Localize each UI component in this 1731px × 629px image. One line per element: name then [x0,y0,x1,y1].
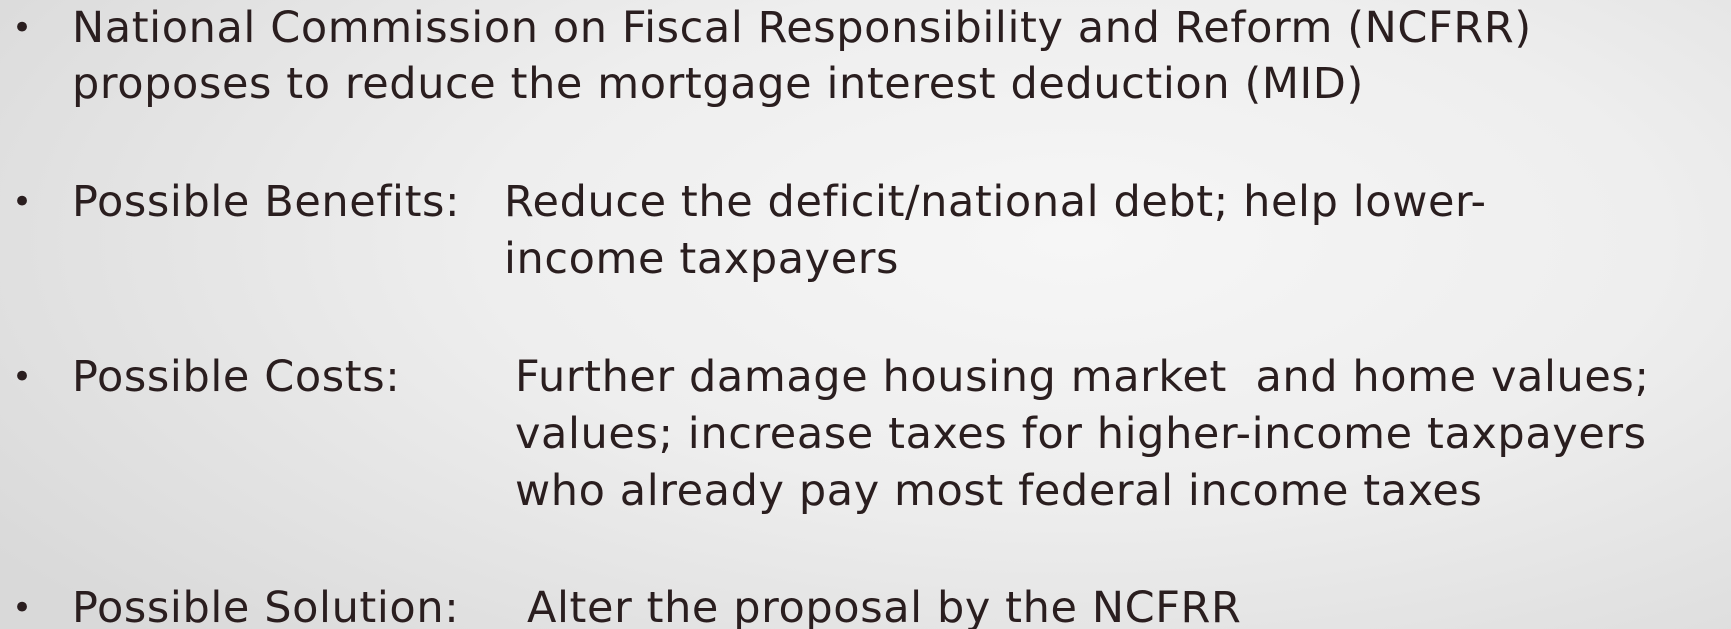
bullet-dot: • [12,357,33,397]
bullet-dot: • [12,8,33,48]
bullet-text: Reduce the deficit/national debt; help l… [504,177,1487,227]
bullet-text: Further damage housing market and home v… [515,352,1650,402]
bullet-text: values; increase taxes for higher-income… [515,409,1647,459]
bullet-dot: • [12,182,33,222]
bullet-label: Possible Benefits: [72,177,461,227]
bullet-text: who already pay most federal income taxe… [515,466,1483,516]
bullet-dot: • [12,588,33,628]
bullet-text: income taxpayers [504,234,900,284]
bullet-text: Alter the proposal by the NCFRR [527,583,1242,629]
bullet-label: Possible Solution: [72,583,460,629]
bullet-text: proposes to reduce the mortgage interest… [72,59,1364,109]
bullet-text: National Commission on Fiscal Responsibi… [72,3,1532,53]
bullet-label: Possible Costs: [72,352,401,402]
